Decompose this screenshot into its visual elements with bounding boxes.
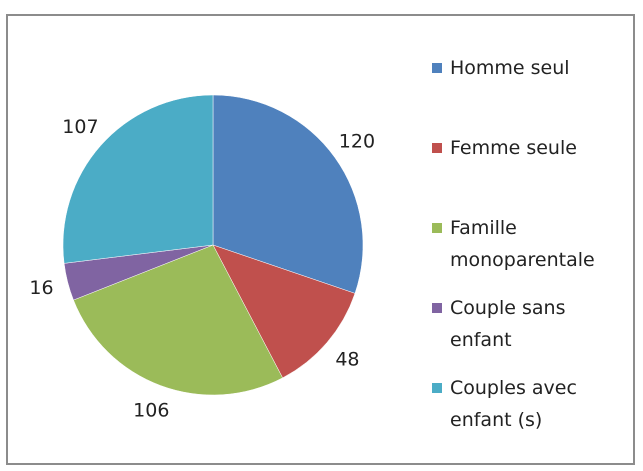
legend-item: Couple sans enfant — [432, 292, 600, 356]
legend-item: Famille monoparentale — [432, 212, 600, 276]
data-label: 107 — [62, 116, 98, 138]
legend-label: Couples avec enfant (s) — [450, 377, 577, 431]
legend-label: Famille monoparentale — [450, 217, 595, 271]
legend-swatch — [432, 223, 442, 233]
legend-swatch — [432, 303, 442, 313]
legend-item: Homme seul — [432, 52, 600, 84]
data-label: 16 — [29, 277, 53, 299]
legend-item: Couples avec enfant (s) — [432, 372, 600, 436]
pie-slice — [212, 94, 364, 294]
legend-swatch — [432, 383, 442, 393]
legend-label: Couple sans enfant — [450, 297, 566, 351]
pie-slice — [62, 94, 214, 264]
legend-swatch — [432, 143, 442, 153]
legend-item: Femme seule — [432, 132, 600, 164]
legend-label: Homme seul — [450, 57, 570, 79]
data-label: 120 — [339, 130, 375, 152]
legend-label: Femme seule — [450, 137, 577, 159]
pie-slice — [212, 244, 356, 379]
data-label: 48 — [335, 349, 359, 371]
data-label: 106 — [133, 399, 169, 421]
pie-slice — [73, 244, 283, 396]
legend-swatch — [432, 63, 442, 73]
